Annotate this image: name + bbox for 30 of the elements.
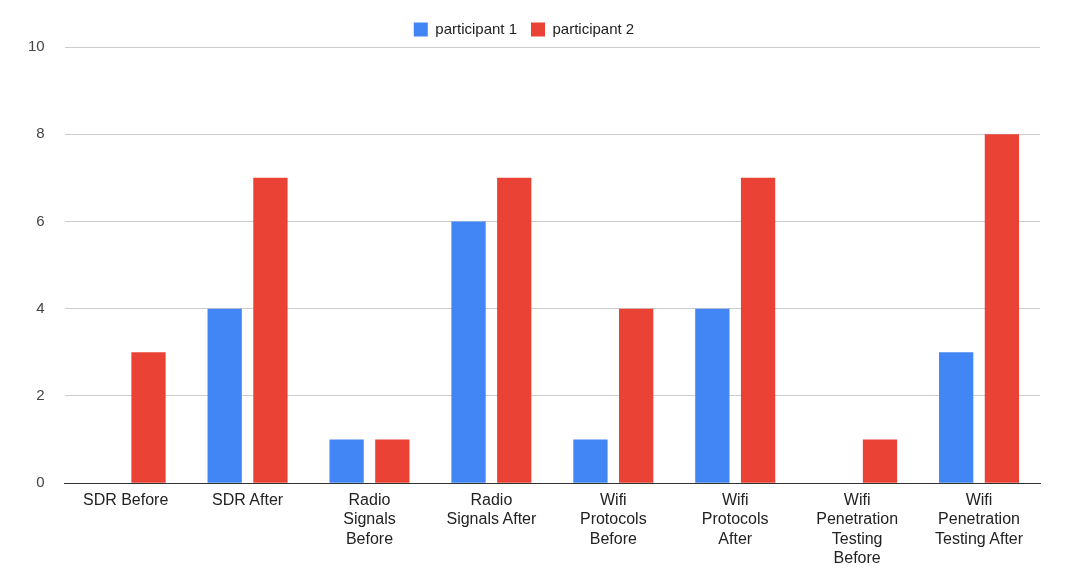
bar (497, 177, 532, 483)
y-tick-label: 10 (28, 37, 45, 55)
bar (573, 439, 608, 483)
bar (451, 221, 486, 483)
x-tick-label: Wifi Penetration Testing Before (816, 491, 899, 566)
x-tick-label: Wifi Protocols Before (579, 491, 647, 547)
x-tick-label: SDR Before (82, 491, 169, 509)
x-tick-label: Wifi Penetration Testing After (935, 491, 1024, 547)
bar (740, 177, 776, 483)
bar (375, 439, 410, 483)
bar (253, 177, 288, 483)
y-tick-label: 6 (36, 211, 45, 229)
x-tick-label: Radio Signals Before (343, 491, 396, 547)
y-tick-label: 2 (36, 386, 45, 404)
x-tick-label: SDR After (211, 491, 284, 509)
x-tick-label: Wifi Protocols After (701, 491, 769, 547)
legend-label: participant 2 (552, 19, 635, 37)
bar (939, 352, 974, 483)
bar (695, 308, 730, 483)
legend-label: participant 1 (435, 19, 517, 37)
bar (329, 439, 364, 483)
bar (984, 134, 1020, 483)
y-tick-label: 0 (36, 473, 45, 491)
bar (207, 308, 242, 483)
bar (862, 439, 898, 483)
bar (131, 352, 166, 483)
y-tick-label: 4 (36, 298, 45, 316)
x-tick-label: Radio Signals After (446, 491, 537, 528)
y-tick-label: 8 (36, 124, 45, 142)
bar (619, 308, 654, 483)
